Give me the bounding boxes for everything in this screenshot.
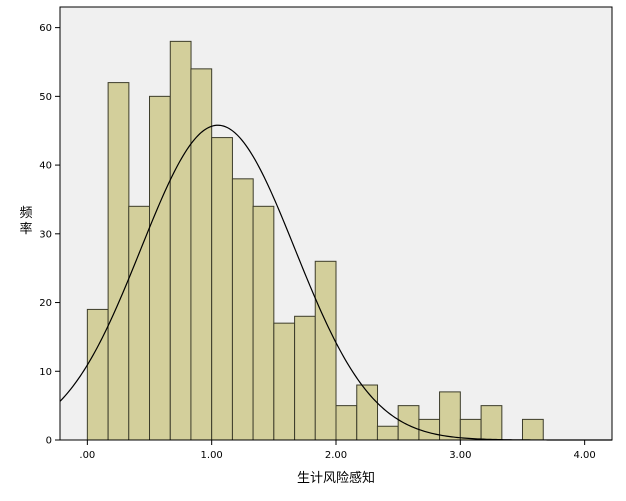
histogram-bar: [169, 40, 192, 441]
histogram-bar: [190, 68, 213, 441]
histogram-bar: [294, 315, 316, 441]
y-tick-label: 20: [39, 298, 52, 309]
x-tick-label: 4.00: [574, 450, 596, 461]
y-tick-label: 40: [39, 161, 52, 172]
histogram-bar: [397, 405, 420, 441]
histogram-bar: [231, 178, 254, 441]
histogram-bar: [211, 137, 233, 441]
histogram-bar: [521, 418, 544, 441]
y-tick-label: 30: [39, 229, 52, 240]
y-tick-label: 10: [39, 367, 52, 378]
histogram-bar: [356, 384, 379, 441]
histogram-bar: [252, 205, 275, 441]
histogram-bar: [376, 425, 399, 441]
y-axis-title-char: 频: [19, 206, 32, 221]
histogram-bar: [418, 418, 441, 441]
histogram-bar: [335, 405, 358, 441]
x-axis-title: 生计风险感知: [297, 470, 375, 486]
x-tick-label: 3.00: [449, 450, 471, 461]
x-tick-label: 1.00: [201, 450, 223, 461]
histogram-bar: [459, 418, 482, 441]
histogram-bar: [480, 405, 503, 441]
y-axis-title-char: 率: [19, 221, 32, 237]
y-axis-title: 频率: [19, 206, 32, 237]
x-tick-label: 2.00: [325, 450, 347, 461]
histogram-bar: [149, 95, 171, 441]
ticks-layer: .00 1.00 2.00 3.00 4.00 0 10 20 30 40 50 60: [39, 23, 596, 461]
histogram-bar: [107, 82, 130, 441]
y-tick-label: 0: [46, 436, 52, 447]
histogram-bar: [273, 322, 296, 441]
x-tick-label: .00: [79, 450, 95, 461]
y-tick-label: 50: [39, 92, 52, 103]
histogram-bar: [439, 391, 461, 441]
bars-layer: [86, 40, 544, 441]
histogram-bar: [128, 205, 151, 441]
histogram-bar: [314, 260, 337, 441]
histogram-bar: [86, 308, 109, 441]
y-tick-label: 60: [39, 23, 52, 34]
